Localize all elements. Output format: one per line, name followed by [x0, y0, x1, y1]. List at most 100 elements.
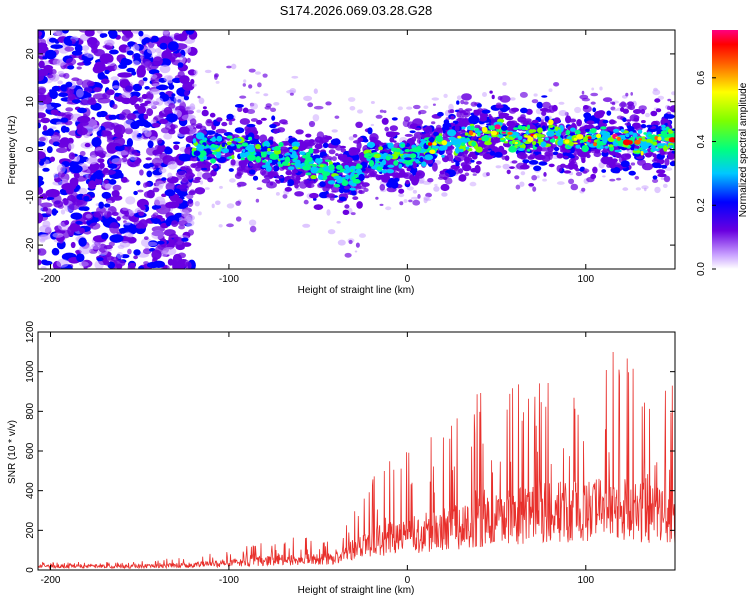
- spectrogram-cell: [461, 142, 466, 146]
- spectrogram-cell: [521, 126, 527, 131]
- spectrogram-cell: [390, 153, 399, 160]
- spectrogram-cell: [590, 92, 599, 97]
- spectrogram-cell: [383, 110, 387, 114]
- spectrogram-cell: [495, 104, 504, 109]
- spectrogram-cell: [237, 106, 243, 113]
- spectrogram-cell: [432, 142, 437, 146]
- spectrogram-cell: [409, 130, 416, 134]
- spectrogram-cell: [344, 156, 354, 163]
- spectrogram-cell: [514, 175, 520, 180]
- spectrogram-cell: [427, 142, 433, 146]
- spectrogram-cell: [38, 197, 42, 206]
- spectrogram-cell: [38, 105, 45, 112]
- spectrogram-cell: [501, 155, 506, 160]
- spectrogram-cell: [335, 153, 339, 157]
- spectrogram-cell: [581, 145, 589, 153]
- spectrogram-cell: [110, 256, 119, 262]
- spectrogram-cell: [308, 120, 316, 128]
- spectrogram-cell: [443, 119, 450, 125]
- spectrogram-cell: [180, 166, 187, 171]
- spectrogram-cell: [197, 95, 201, 99]
- spectrogram-cell: [107, 149, 113, 154]
- spectrogram-cell: [438, 150, 444, 156]
- spectrogram-cell: [78, 187, 88, 195]
- spectrogram-cell: [78, 237, 87, 247]
- spectrogram-cell: [465, 108, 473, 112]
- spectrogram-cell: [620, 160, 630, 168]
- spectrogram-cell: [175, 244, 185, 251]
- snr-frame: [37, 331, 676, 571]
- spectrogram-cell: [112, 85, 120, 89]
- spectrogram-cell: [199, 180, 204, 185]
- spectrogram-cell: [650, 110, 658, 117]
- spectrogram-cell: [155, 180, 165, 188]
- spectrogram-cell: [489, 90, 493, 94]
- spectrogram-cell: [324, 159, 332, 163]
- spectrogram-cell: [438, 145, 446, 151]
- spectrogram-cell: [243, 169, 249, 173]
- spectrogram-cell: [70, 241, 76, 249]
- spectrogram-y-axis-label: Frequency (Hz): [7, 116, 18, 185]
- spectrogram-cell: [186, 214, 195, 222]
- spectrogram-cell: [357, 137, 364, 143]
- spectrogram-cell: [260, 148, 266, 152]
- spectrogram-cell: [654, 148, 660, 152]
- spectrogram-cell: [463, 101, 469, 105]
- spectrogram-cell: [177, 220, 188, 226]
- spectrogram-cell: [257, 82, 262, 88]
- spectrogram-cell: [411, 196, 419, 200]
- spectrogram-cell: [661, 164, 668, 169]
- spectrogram-cell: [335, 164, 343, 170]
- spectrogram-cell: [147, 241, 158, 247]
- spectrogram-cell: [234, 138, 242, 142]
- spectrogram-cell: [450, 115, 455, 120]
- spectrogram-cell: [139, 169, 144, 176]
- spectrogram-cell: [144, 181, 151, 188]
- spectrogram-cell: [133, 255, 139, 260]
- spectrogram-cell: [74, 44, 83, 53]
- spectrogram-y-tick-label: 0: [25, 146, 36, 152]
- spectrogram-cell: [144, 100, 152, 105]
- spectrogram-cell: [204, 187, 210, 190]
- spectrogram-cell: [334, 115, 340, 119]
- spectrogram-cell: [565, 115, 572, 124]
- spectrogram-cell: [60, 117, 69, 123]
- spectrogram-cell: [103, 179, 109, 184]
- spectrogram-cell: [226, 141, 232, 146]
- spectrogram-cell: [302, 223, 311, 228]
- spectrogram-cell: [282, 194, 288, 199]
- spectrogram-cell: [163, 106, 173, 115]
- spectrogram-cell: [448, 103, 454, 111]
- spectrogram-cell: [591, 87, 595, 91]
- spectrogram-cell: [671, 150, 675, 154]
- spectrogram-cell: [263, 140, 270, 148]
- spectrogram-cell: [242, 107, 249, 114]
- spectrogram-cell: [351, 176, 356, 181]
- spectrogram-cell: [85, 214, 92, 219]
- spectrogram-cell: [108, 179, 117, 185]
- spectrogram-cell: [273, 146, 281, 151]
- spectrogram-cell: [352, 134, 358, 138]
- spectrogram-cell: [520, 107, 528, 114]
- spectrogram-cell: [536, 175, 540, 179]
- spectrogram-cell: [634, 139, 641, 145]
- spectrogram-cell: [608, 144, 614, 148]
- spectrogram-cell: [287, 166, 295, 171]
- spectrogram-cell: [270, 107, 277, 113]
- spectrogram-cell: [110, 122, 120, 128]
- spectrogram-cell: [201, 163, 206, 169]
- spectrogram-cell: [510, 97, 516, 101]
- spectrogram-cell: [57, 70, 65, 76]
- spectrogram-cell: [313, 88, 318, 94]
- spectrogram-cell: [211, 203, 215, 209]
- spectrogram-cell: [441, 154, 445, 158]
- spectrogram-cell: [84, 30, 95, 37]
- spectrogram-cell: [250, 118, 258, 122]
- figure-title: S174.2026.069.03.28.G28: [280, 3, 433, 18]
- spectrogram-cell: [669, 161, 675, 167]
- spectrogram-cell: [393, 177, 400, 182]
- spectrogram-cell: [657, 136, 662, 141]
- spectrogram-cell: [528, 160, 539, 165]
- spectrogram-cell: [152, 260, 165, 268]
